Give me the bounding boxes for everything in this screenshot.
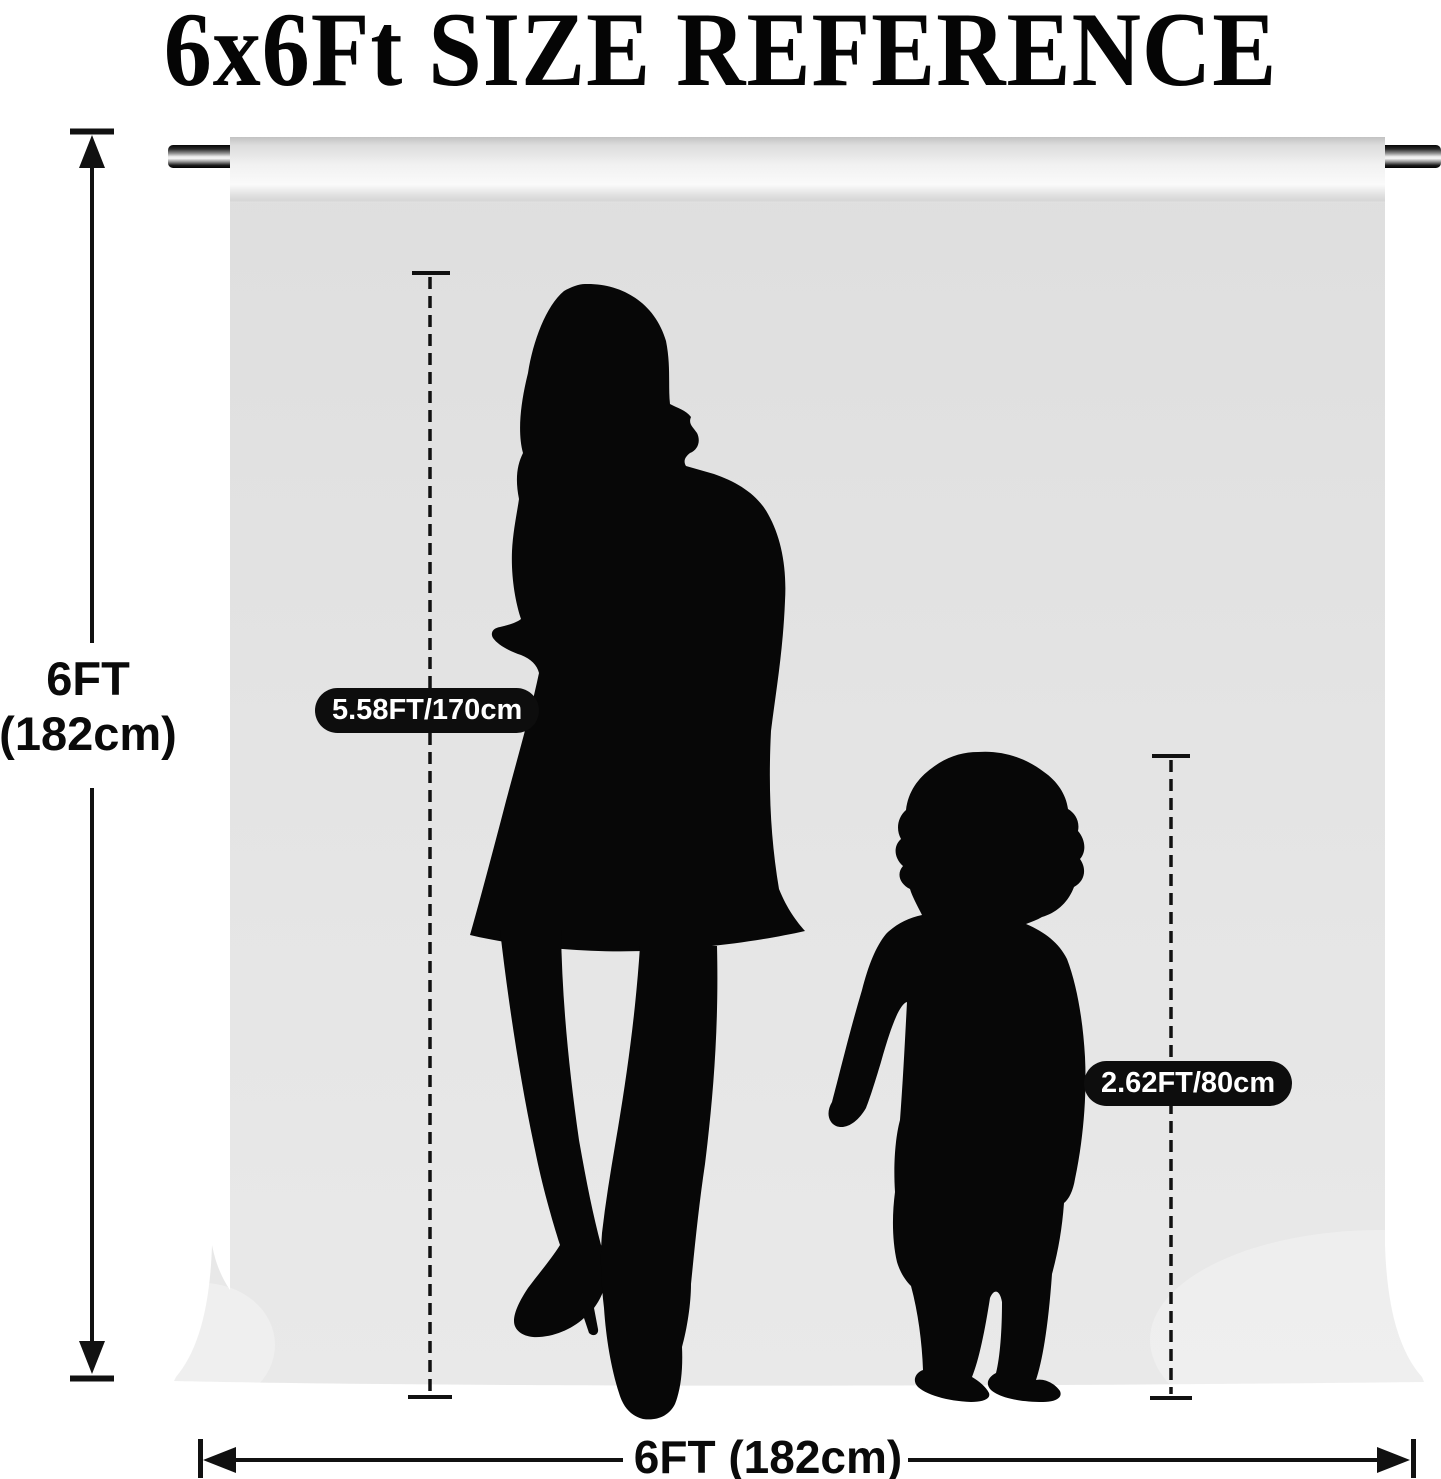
backdrop [174, 137, 1424, 1386]
woman-height-guide [408, 271, 452, 1399]
backdrop-corner-highlight [131, 1283, 275, 1407]
height-cm-text: (182cm) [0, 706, 177, 760]
child-height-badge: 2.62FT/80cm [1084, 1061, 1293, 1106]
backdrop-corner-highlight [1150, 1230, 1441, 1450]
page-title: 6x6Ft SIZE REFERENCE [163, 0, 1278, 108]
height-arrow [70, 128, 114, 1382]
height-dimension-label: 6FT (182cm) [0, 652, 177, 761]
child-silhouette [828, 751, 1086, 1402]
child-height-guide [1150, 754, 1192, 1400]
width-arrow [198, 1439, 1416, 1478]
woman-height-badge: 5.58FT/170cm [315, 688, 540, 733]
width-dimension-label: 6FT (182cm) [633, 1431, 903, 1479]
backdrop-roll [230, 137, 1385, 203]
height-feet-text: 6FT [46, 652, 130, 705]
woman-silhouette [470, 283, 805, 1420]
